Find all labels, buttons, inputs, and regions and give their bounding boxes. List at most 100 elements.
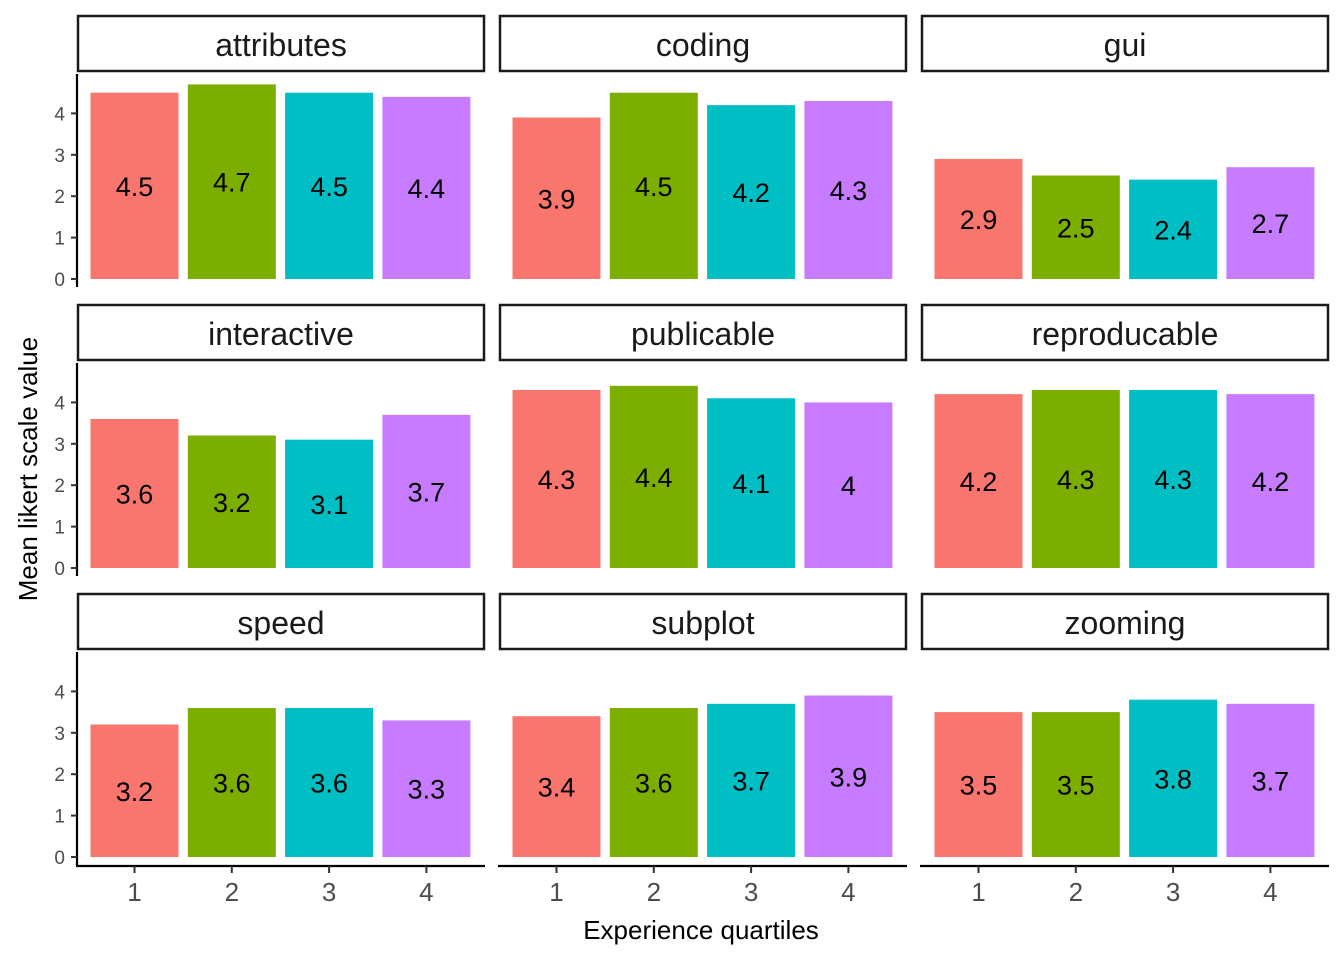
y-tick-label: 4 [54,682,65,703]
bar-label: 4.1 [732,469,770,499]
bar-label: 4.3 [538,465,576,495]
bar [90,418,179,568]
panel-interactive: interactive 3.6 3.2 3.1 3.7 0 1 2 3 4 [54,303,486,580]
bar-label: 3.9 [830,762,868,792]
panel-reproducable: reproducable 4.2 4.3 4.3 4.2 [920,303,1330,568]
bar [1031,175,1120,279]
panel-coding: coding 3.9 4.5 4.2 4.3 [498,14,908,280]
strip-box [76,14,486,73]
panel-zooming: zooming 3.5 3.5 3.8 3.7 1 2 3 4 [920,592,1330,907]
bar [934,712,1023,857]
x-tick-label: 2 [1069,877,1083,907]
bar-label: 4.3 [830,176,868,206]
bar [285,92,374,279]
bar [512,716,601,857]
bar [90,724,179,857]
y-tick-label: 3 [54,146,65,167]
y-tick-label: 2 [54,187,65,208]
strip-label: reproducable [1032,316,1219,352]
x-tick-label: 4 [841,877,855,907]
y-tick-label: 2 [54,765,65,786]
x-tick-label: 3 [1166,877,1180,907]
bar-label: 3.1 [310,490,348,520]
bar [187,84,276,279]
panel-speed: speed 3.2 3.6 3.6 3.3 0 1 2 3 4 1 2 3 4 [54,592,486,907]
bar-label: 3.5 [1057,771,1095,801]
bar-label: 3.8 [1154,764,1192,794]
y-tick-label: 2 [54,476,65,497]
x-tick-label: 1 [127,877,141,907]
bar [382,720,471,857]
bar-label: 2.4 [1154,215,1192,245]
y-tick-label: 0 [54,270,65,291]
bar [90,92,179,279]
panel-attributes: attributes 4.5 4.7 4.5 4.4 0 1 2 3 4 [54,14,486,291]
strip-label: speed [237,605,324,641]
x-axis-title: Experience quartiles [583,915,819,945]
strip-box [920,14,1330,73]
x-tick-label: 3 [744,877,758,907]
y-tick-label: 3 [54,435,65,456]
bar-label: 3.6 [310,768,348,798]
bar [382,96,471,279]
panel-publicable: publicable 4.3 4.4 4.1 4 [498,303,908,568]
bar-label: 3.7 [1252,766,1290,796]
bar-label: 3.7 [732,766,770,796]
bar-label: 2.5 [1057,213,1095,243]
panel-subplot: subplot 3.4 3.6 3.7 3.9 1 2 3 4 [498,592,908,907]
bar-label: 3.6 [635,768,673,798]
bar-label: 4.2 [960,467,998,497]
x-tick-label: 2 [225,877,239,907]
bar-label: 4.4 [408,174,446,204]
strip-label: coding [656,27,750,63]
strip-label: zooming [1065,605,1186,641]
bar-label: 2.7 [1252,209,1290,239]
y-tick-label: 0 [54,559,65,580]
x-tick-label: 1 [971,877,985,907]
bar-label: 3.6 [116,479,154,509]
bar [804,100,893,279]
bar-label: 4 [841,471,856,501]
bar [1129,179,1218,279]
y-tick-label: 0 [54,848,65,869]
y-axis-title: Mean likert scale value [13,337,43,601]
x-tick-label: 3 [322,877,336,907]
strip-box [920,592,1330,651]
bar [1129,389,1218,568]
bar-label: 4.3 [1154,465,1192,495]
bar [1226,167,1315,279]
bar [804,695,893,857]
y-tick-label: 4 [54,104,65,125]
y-tick-label: 1 [54,229,65,250]
bar-label: 3.2 [213,488,251,518]
bar [707,105,796,280]
bar-label: 2.9 [960,205,998,235]
bar [285,707,374,857]
bar-label: 3.5 [960,771,998,801]
bar [1226,703,1315,857]
bar [512,389,601,568]
bar-label: 4.2 [732,178,770,208]
bar-label: 3.3 [408,775,446,805]
strip-box [498,303,908,362]
x-tick-label: 1 [549,877,563,907]
bar [1031,389,1120,568]
bar [609,92,698,279]
bar [1031,712,1120,857]
x-tick-label: 2 [647,877,661,907]
strip-label: interactive [208,316,354,352]
bar [512,117,601,279]
bar [707,398,796,568]
bar-label: 3.7 [408,477,446,507]
bar-label: 3.6 [213,768,251,798]
bar-label: 4.5 [116,172,154,202]
y-tick-label: 1 [54,518,65,539]
bar-label: 3.2 [116,777,154,807]
strip-box [920,303,1330,362]
bar [1226,394,1315,568]
strip-box [76,303,486,362]
bar [609,707,698,857]
bar-label: 4.3 [1057,465,1095,495]
